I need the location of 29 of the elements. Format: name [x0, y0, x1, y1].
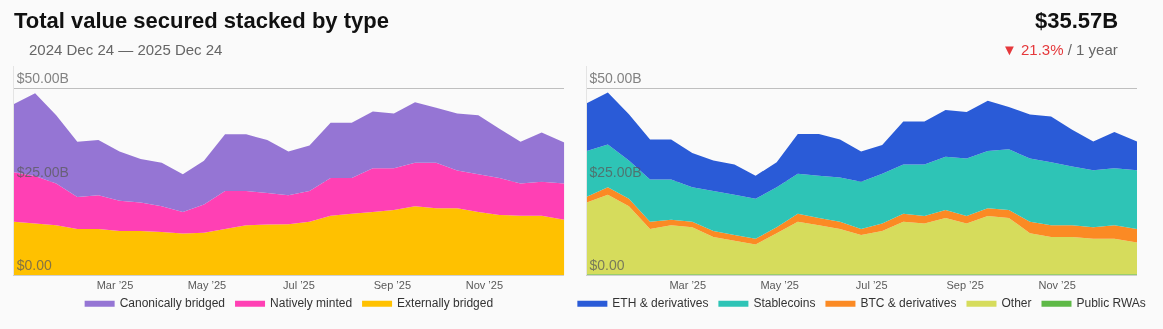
x-tick-label: May ’25	[760, 279, 799, 292]
text: / 1 year	[1067, 41, 1118, 58]
legend-label: ETH & derivatives	[612, 296, 709, 311]
legend-label: Stablecoins	[753, 296, 816, 311]
y-tick-label: $0.00	[589, 257, 625, 274]
chart-title: Total value secured stacked by type	[13, 7, 389, 33]
x-tick-label: May ’25	[187, 279, 227, 292]
legend-label: BTC & derivatives	[860, 296, 957, 311]
x-tick-label: Mar ’25	[96, 279, 134, 292]
y-tick-label: $50.00B	[16, 70, 69, 87]
legend-label: Canonically bridged	[119, 296, 226, 311]
legend-label: Other	[1001, 296, 1032, 311]
text: $35.57B	[1035, 8, 1119, 33]
y-tick-label: $25.00B	[16, 163, 69, 180]
x-tick-label: Sep ’25	[373, 279, 412, 292]
y-tick-label: $0.00	[16, 257, 52, 274]
x-tick-label: Jul ’25	[283, 279, 315, 292]
x-tick-label: Sep ’25	[946, 279, 984, 292]
x-tick-label: Mar ’25	[669, 279, 707, 292]
legend-label: Natively minted	[270, 296, 353, 311]
legend-label: Externally bridged	[397, 296, 494, 311]
legend-label: Public RWAs	[1076, 296, 1146, 311]
y-tick-label: $25.00B	[589, 163, 642, 180]
chart-subtitle: 2024 Dec 24 — 2025 Dec 24	[29, 41, 223, 58]
x-tick-label: Nov ’25	[1038, 279, 1076, 292]
x-tick-label: Nov ’25	[465, 279, 504, 292]
x-tick-label: Jul ’25	[855, 279, 888, 292]
text: ▼ 21.3%	[1002, 41, 1064, 58]
y-tick-label: $50.00B	[589, 70, 642, 87]
